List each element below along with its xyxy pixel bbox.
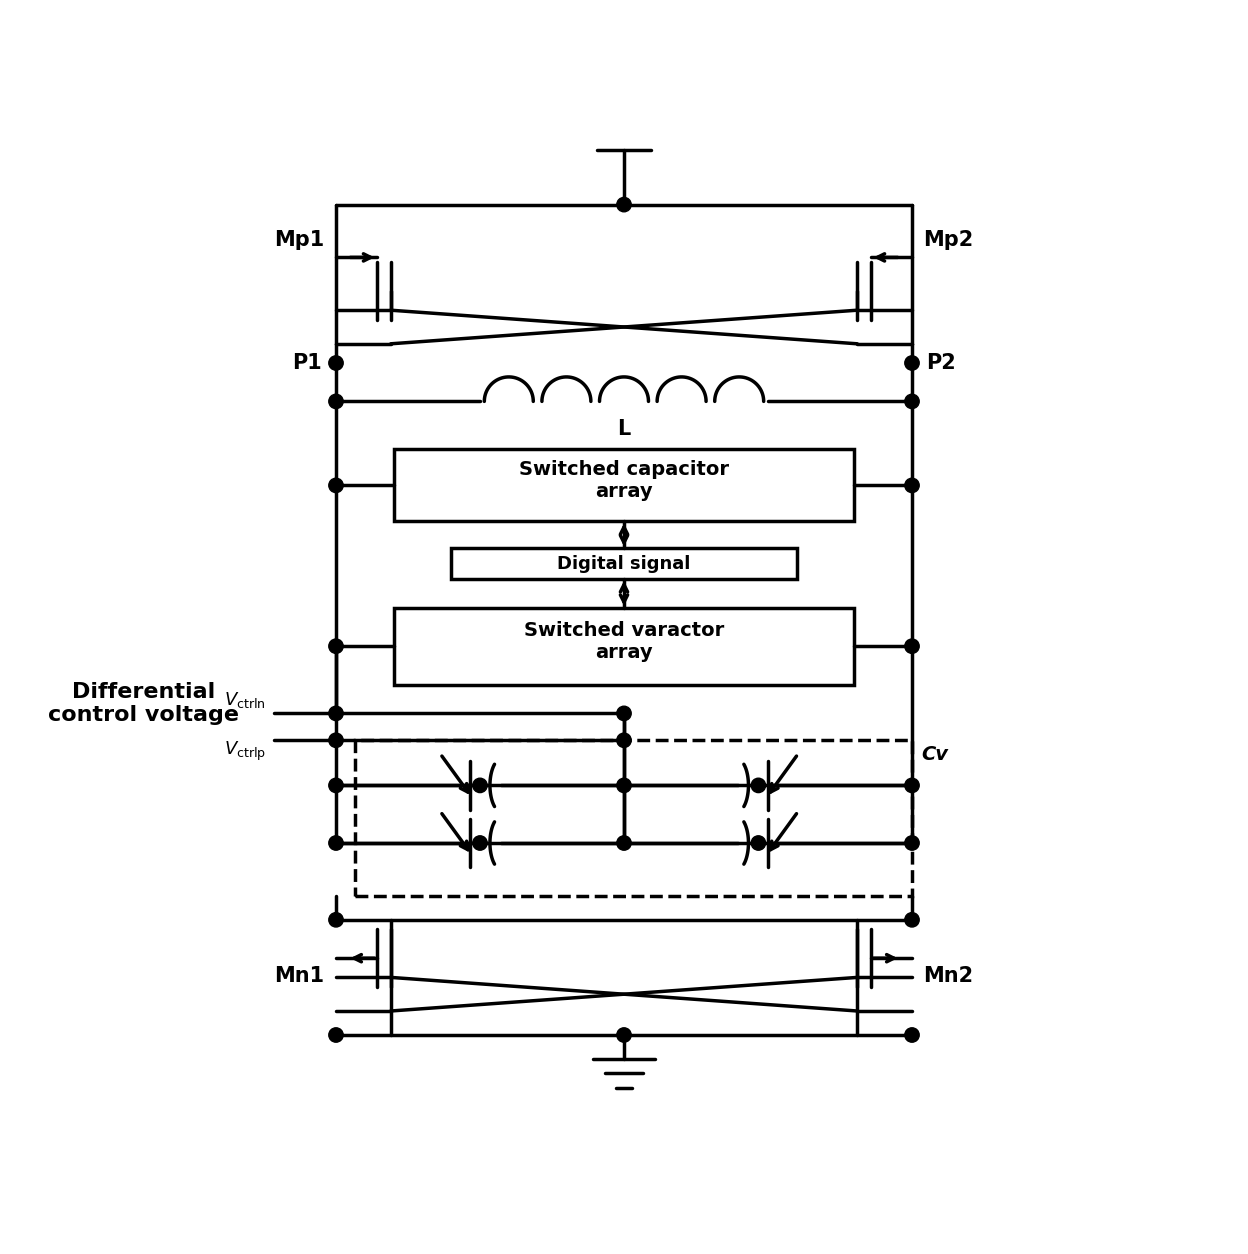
Circle shape (328, 836, 343, 850)
Circle shape (905, 913, 920, 927)
Text: Differential
control voltage: Differential control voltage (49, 682, 240, 725)
Text: $V_{\rm ctrln}$: $V_{\rm ctrln}$ (225, 690, 266, 710)
Circle shape (905, 478, 920, 493)
Circle shape (328, 394, 343, 409)
Text: Mp1: Mp1 (275, 229, 324, 250)
Text: L: L (618, 419, 630, 439)
Circle shape (617, 1028, 631, 1042)
Circle shape (905, 640, 920, 653)
Text: Switched varactor
array: Switched varactor array (524, 621, 724, 662)
Circle shape (328, 640, 343, 653)
Circle shape (617, 734, 631, 747)
Circle shape (905, 394, 920, 409)
Text: $V_{\rm ctrlp}$: $V_{\rm ctrlp}$ (223, 740, 266, 764)
Bar (393, 449, 855, 522)
Text: Mn1: Mn1 (275, 966, 324, 986)
Text: P1: P1 (292, 352, 322, 372)
Circle shape (751, 836, 765, 850)
Text: Cv: Cv (921, 745, 948, 764)
Bar (452, 548, 796, 579)
Circle shape (328, 478, 343, 493)
Bar (356, 740, 912, 895)
Text: Switched capacitor
array: Switched capacitor array (519, 460, 729, 502)
Circle shape (905, 836, 920, 850)
Text: Mn2: Mn2 (924, 966, 973, 986)
Circle shape (328, 1028, 343, 1042)
Circle shape (617, 197, 631, 212)
Circle shape (617, 779, 631, 793)
Circle shape (328, 779, 343, 793)
Text: Mp2: Mp2 (924, 229, 973, 250)
Circle shape (328, 356, 343, 370)
Text: Digital signal: Digital signal (558, 554, 690, 573)
Circle shape (328, 734, 343, 747)
Circle shape (617, 836, 631, 850)
Circle shape (905, 779, 920, 793)
Bar (393, 608, 855, 685)
Circle shape (905, 1028, 920, 1042)
Circle shape (328, 913, 343, 927)
Circle shape (905, 356, 920, 370)
Circle shape (473, 836, 487, 850)
Text: P2: P2 (926, 352, 956, 372)
Circle shape (328, 706, 343, 721)
Circle shape (473, 779, 487, 793)
Circle shape (751, 779, 765, 793)
Circle shape (617, 706, 631, 721)
